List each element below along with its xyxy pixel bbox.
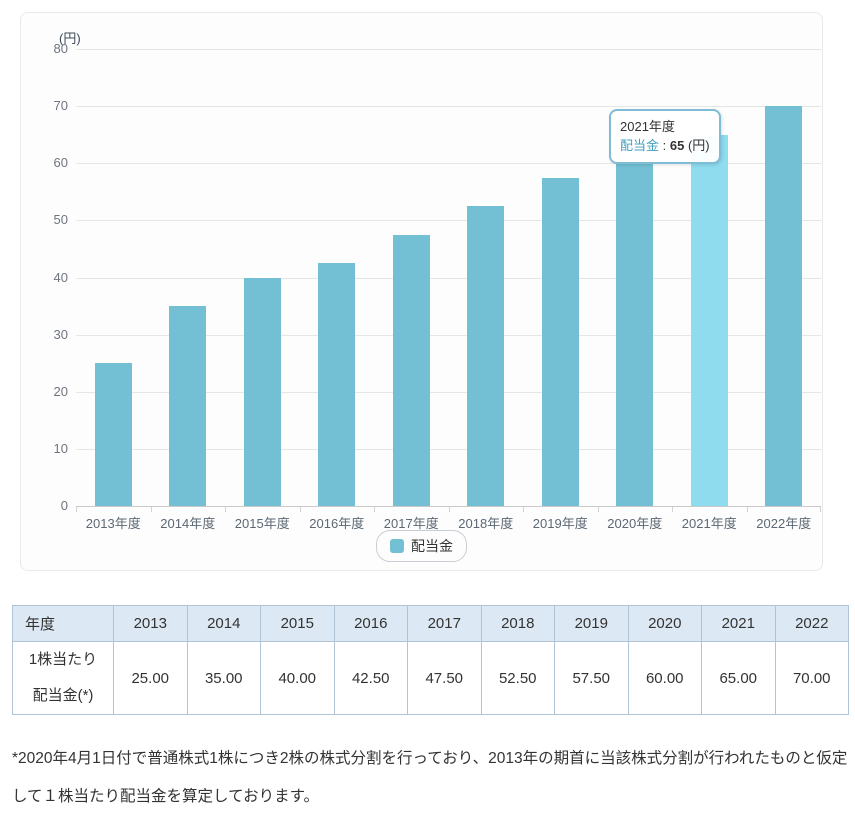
table-header-2013: 2013 bbox=[113, 605, 188, 642]
footnote: *2020年4月1日付で普通株式1株につき2株の株式分割を行っており、2013年… bbox=[12, 740, 848, 816]
bar-2019年度[interactable] bbox=[541, 177, 579, 506]
x-tick-label-2016年度: 2016年度 bbox=[309, 516, 365, 531]
bar-2015年度[interactable] bbox=[243, 277, 281, 506]
x-tick-label-2019年度: 2019年度 bbox=[532, 516, 588, 531]
bar-2022年度[interactable] bbox=[765, 106, 803, 506]
y-tick-label-50: 50 bbox=[53, 212, 68, 228]
chart-tooltip: 2021年度 配当金 : 65 (円) bbox=[609, 109, 721, 164]
x-tick-label-2020年度: 2020年度 bbox=[607, 516, 663, 531]
legend-label: 配当金 bbox=[411, 538, 453, 554]
dividend-chart-card: (円) 0 10 20 30 40 50 60 70 80 2013年度 2014年度 2015年度 2… bbox=[20, 12, 823, 571]
table-cell-2017: 47.50 bbox=[407, 641, 482, 715]
x-tick-label-2017年度: 2017年度 bbox=[383, 516, 439, 531]
x-axis-tick bbox=[597, 506, 599, 512]
table-cell-2022: 70.00 bbox=[774, 641, 849, 715]
tooltip-series-label: 配当金 bbox=[620, 138, 660, 153]
y-axis-unit-label: (円) bbox=[59, 31, 81, 46]
bar-2016年度[interactable] bbox=[318, 263, 356, 506]
y-tick-label-30: 30 bbox=[53, 326, 68, 342]
table-cell-2016: 42.50 bbox=[333, 641, 408, 715]
x-axis-tick bbox=[672, 506, 673, 512]
tooltip-value: 65 bbox=[669, 138, 685, 153]
y-tick-label-10: 10 bbox=[53, 440, 68, 456]
legend-item-dividend[interactable]: 配当金 bbox=[376, 530, 467, 562]
y-tick-label-0: 0 bbox=[60, 498, 68, 513]
table-header-year: 年度 bbox=[12, 605, 114, 642]
table-row-label: 1株当たり 配当金(*) bbox=[12, 641, 114, 715]
table-header-2021: 2021 bbox=[701, 605, 776, 642]
x-tick-label-2013年度: 2013年度 bbox=[85, 516, 141, 531]
x-axis-tick bbox=[746, 506, 748, 512]
x-axis-tick bbox=[299, 506, 301, 512]
gridline-50 bbox=[76, 220, 821, 222]
y-tick-label-60: 60 bbox=[53, 155, 68, 171]
gridline-10 bbox=[76, 448, 821, 450]
table-cell-2021: 65.00 bbox=[701, 641, 776, 715]
table-header-2020: 2020 bbox=[627, 605, 702, 642]
bar-2017年度[interactable] bbox=[392, 234, 430, 506]
table-cell-2015: 40.00 bbox=[260, 641, 335, 715]
legend-swatch-icon bbox=[390, 539, 404, 553]
x-tick-label-2015年度: 2015年度 bbox=[234, 516, 290, 531]
x-axis-tick bbox=[448, 506, 450, 512]
table-header-2022: 2022 bbox=[774, 605, 849, 642]
table-cell-2018: 52.50 bbox=[480, 641, 555, 715]
y-tick-label-40: 40 bbox=[53, 269, 68, 285]
table-cell-2019: 57.50 bbox=[554, 641, 629, 715]
table-cell-2020: 60.00 bbox=[627, 641, 702, 715]
bar-2013年度[interactable] bbox=[94, 363, 132, 506]
x-axis-line bbox=[76, 506, 821, 507]
row-label-line2: 配当金(*) bbox=[32, 687, 94, 704]
x-axis-tick bbox=[820, 506, 821, 512]
row-label-line1: 1株当たり bbox=[28, 651, 98, 668]
bar-2018年度[interactable] bbox=[467, 206, 505, 506]
x-tick-label-2014年度: 2014年度 bbox=[160, 516, 216, 531]
table-cell-2013: 25.00 bbox=[113, 641, 188, 715]
x-axis-tick bbox=[523, 506, 524, 512]
table-header-2019: 2019 bbox=[554, 605, 629, 642]
bar-2014年度[interactable] bbox=[169, 306, 207, 506]
footnote-line1: *2020年4月1日付で普通株式1株につき2株の株式分割を行っており、2013年… bbox=[12, 750, 848, 767]
x-tick-label-2021年度: 2021年度 bbox=[681, 516, 737, 531]
table-header-2016: 2016 bbox=[333, 605, 408, 642]
bar-2020年度[interactable] bbox=[616, 163, 654, 506]
y-tick-label-70: 70 bbox=[53, 98, 68, 114]
footnote-line2: して１株当たり配当金を算定しております。 bbox=[12, 788, 320, 805]
x-axis-tick bbox=[150, 506, 152, 512]
tooltip-separator: : bbox=[659, 138, 670, 153]
table-header-2017: 2017 bbox=[407, 605, 482, 642]
gridline-70 bbox=[76, 106, 821, 108]
tooltip-value-line: 配当金 : 65 (円) bbox=[620, 136, 710, 155]
gridline-20 bbox=[76, 391, 821, 393]
x-tick-label-2022年度: 2022年度 bbox=[756, 516, 812, 531]
y-tick-label-20: 20 bbox=[53, 383, 68, 399]
bar-2021年度[interactable] bbox=[690, 134, 728, 506]
table-header-2018: 2018 bbox=[480, 605, 555, 642]
gridline-60 bbox=[76, 163, 821, 165]
tooltip-unit: (円) bbox=[684, 138, 710, 153]
gridline-40 bbox=[76, 277, 821, 279]
gridline-80 bbox=[76, 49, 821, 50]
x-axis-tick bbox=[76, 506, 77, 512]
table-header-2015: 2015 bbox=[260, 605, 335, 642]
x-tick-label-2018年度: 2018年度 bbox=[458, 516, 514, 531]
dividend-table: 年度 2013 2014 2015 2016 2017 2018 2019 20… bbox=[12, 605, 849, 715]
x-axis-tick bbox=[225, 506, 226, 512]
y-tick-label-80: 80 bbox=[53, 41, 68, 56]
tooltip-title: 2021年度 bbox=[620, 119, 675, 134]
legend-row: 配当金 bbox=[21, 530, 822, 562]
plot-area: 0 10 20 30 40 50 60 70 80 2013年度 2014年度 2015年度 2016年… bbox=[54, 41, 821, 531]
table-header-2014: 2014 bbox=[186, 605, 261, 642]
table-cell-2014: 35.00 bbox=[186, 641, 261, 715]
gridline-30 bbox=[76, 334, 821, 336]
table-data-row: 1株当たり 配当金(*) 25.00 35.00 40.00 42.50 47.… bbox=[12, 641, 849, 715]
x-axis-tick bbox=[374, 506, 375, 512]
table-header-row: 年度 2013 2014 2015 2016 2017 2018 2019 20… bbox=[12, 605, 849, 642]
